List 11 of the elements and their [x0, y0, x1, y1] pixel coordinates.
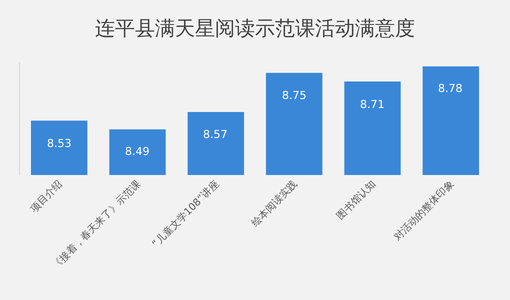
data-label: 8.78 [438, 82, 462, 95]
data-label: 8.71 [360, 98, 384, 111]
x-tick-label: 对活动的整体印象 [391, 178, 456, 244]
data-label: 8.75 [282, 89, 306, 102]
data-label: 8.57 [203, 128, 228, 141]
x-tick-label: 绘本阅读实践 [248, 178, 300, 230]
x-tick-label: 项目介绍 [28, 178, 65, 215]
x-tick-label: 图书馆认知 [334, 178, 378, 222]
chart-title: 连平县满天星阅读示范课活动满意度 [95, 16, 415, 40]
data-label: 8.53 [47, 137, 72, 150]
data-label: 8.49 [125, 145, 150, 158]
